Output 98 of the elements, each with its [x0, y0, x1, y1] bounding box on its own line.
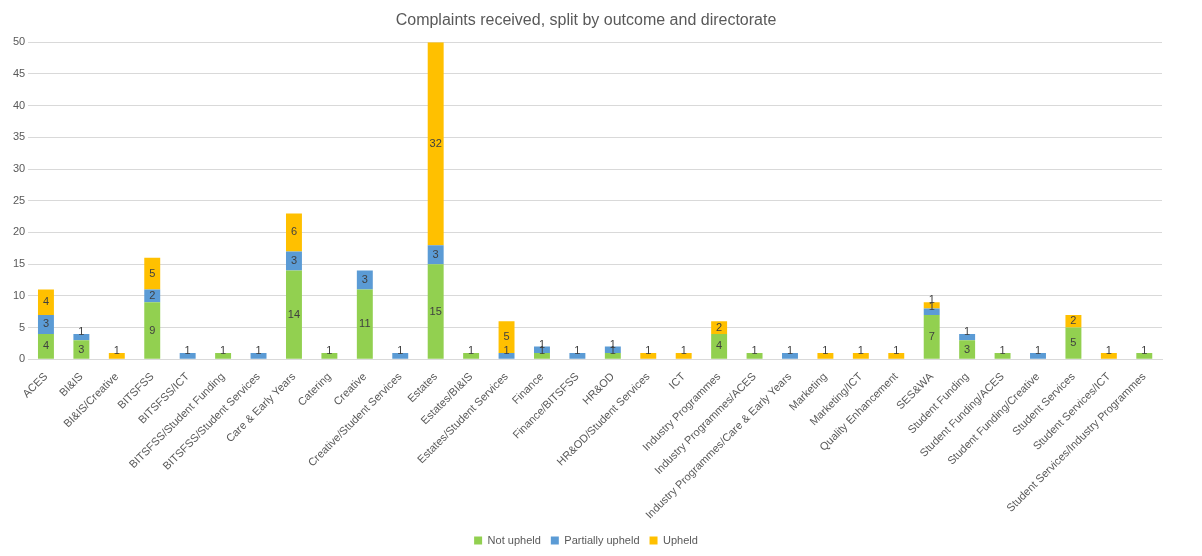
bar [498, 352, 515, 359]
data-label: 5 [503, 330, 510, 343]
bar [817, 352, 834, 359]
bar [1100, 352, 1117, 359]
bar [356, 289, 373, 359]
bar [108, 352, 125, 359]
bar [250, 352, 267, 359]
data-label: 3 [290, 254, 298, 267]
y-tick-label: 0 [19, 352, 26, 365]
data-label: 1 [255, 343, 262, 356]
data-label: 1 [857, 343, 864, 356]
bar [1030, 352, 1046, 359]
y-tick-label: 50 [12, 35, 26, 48]
data-label: 1 [893, 343, 900, 356]
bar [534, 352, 550, 359]
y-tick-label: 10 [12, 288, 26, 301]
bar [144, 302, 161, 359]
bar [285, 213, 302, 252]
data-label: 1 [78, 324, 85, 337]
data-label: 1 [999, 343, 1006, 356]
bar [215, 352, 232, 359]
data-label: 2 [149, 288, 156, 301]
legend-label: Upheld [663, 533, 698, 546]
data-label: 1 [397, 343, 404, 356]
data-label: 4 [716, 339, 723, 352]
data-label: 32 [429, 136, 442, 149]
bar [604, 352, 621, 359]
data-label: 3 [42, 317, 50, 330]
legend-label: Partially upheld [564, 533, 640, 546]
bar [498, 321, 515, 353]
chart-title: Complaints received, split by outcome and directorate [395, 11, 777, 29]
bar [463, 352, 480, 359]
data-label: 4 [42, 339, 50, 352]
data-label: 5 [1070, 336, 1077, 349]
data-label: 1 [1034, 343, 1042, 356]
data-label: 1 [220, 343, 227, 356]
bar [1065, 327, 1082, 359]
data-label: 1 [680, 343, 687, 356]
data-label: 1 [645, 343, 652, 356]
data-label: 1 [503, 343, 510, 356]
bar [37, 289, 54, 315]
data-label: 14 [287, 307, 301, 320]
bar [782, 352, 798, 359]
data-label: 1 [468, 343, 475, 356]
bar [746, 352, 763, 359]
bar [852, 352, 869, 359]
y-tick-label: 15 [12, 257, 26, 270]
data-label: 4 [42, 295, 50, 308]
legend-label: Not upheld [487, 533, 541, 546]
bar [888, 352, 905, 359]
data-label: 6 [290, 225, 298, 238]
data-label: 1 [184, 343, 191, 356]
data-label: 5 [149, 266, 156, 279]
bar [569, 352, 586, 359]
bar [675, 352, 692, 359]
bar [285, 270, 302, 359]
bar [73, 340, 90, 359]
bar [321, 352, 338, 359]
bar [427, 264, 444, 359]
bar [959, 340, 976, 359]
y-tick-label: 20 [12, 225, 26, 238]
y-tick-label: 45 [12, 66, 26, 79]
bar [144, 257, 161, 290]
y-tick-label: 40 [12, 98, 26, 111]
data-label: 7 [928, 329, 935, 342]
y-tick-label: 25 [12, 193, 26, 206]
data-label: 1 [1105, 343, 1112, 356]
data-label: 1 [751, 343, 758, 356]
y-tick-label: 5 [19, 320, 26, 333]
data-label: 2 [716, 320, 723, 333]
data-label: 3 [361, 273, 368, 286]
data-label: 3 [78, 342, 85, 355]
data-label: 15 [429, 304, 442, 317]
data-label: 1 [326, 343, 333, 356]
data-label: 1 [1141, 343, 1148, 356]
bar [640, 352, 657, 359]
bar [1136, 352, 1153, 359]
bar [711, 333, 728, 359]
bar [392, 352, 409, 359]
bar [179, 352, 196, 359]
data-label: 1 [786, 343, 794, 356]
data-label: 3 [964, 342, 971, 355]
data-label: 1 [964, 324, 971, 337]
bar [923, 314, 940, 359]
data-label: 1 [574, 343, 581, 356]
bar [427, 42, 444, 246]
data-label: 1 [113, 343, 120, 356]
y-tick-label: 30 [12, 162, 26, 175]
data-label: 2 [1070, 314, 1077, 327]
bar [73, 333, 90, 341]
bar [37, 333, 54, 359]
data-label: 3 [432, 247, 439, 260]
bar [285, 251, 302, 271]
bar [994, 352, 1011, 359]
data-label: 11 [359, 317, 371, 330]
y-tick-label: 35 [12, 130, 26, 143]
data-label: 9 [149, 323, 156, 336]
data-label: 1 [822, 343, 829, 356]
